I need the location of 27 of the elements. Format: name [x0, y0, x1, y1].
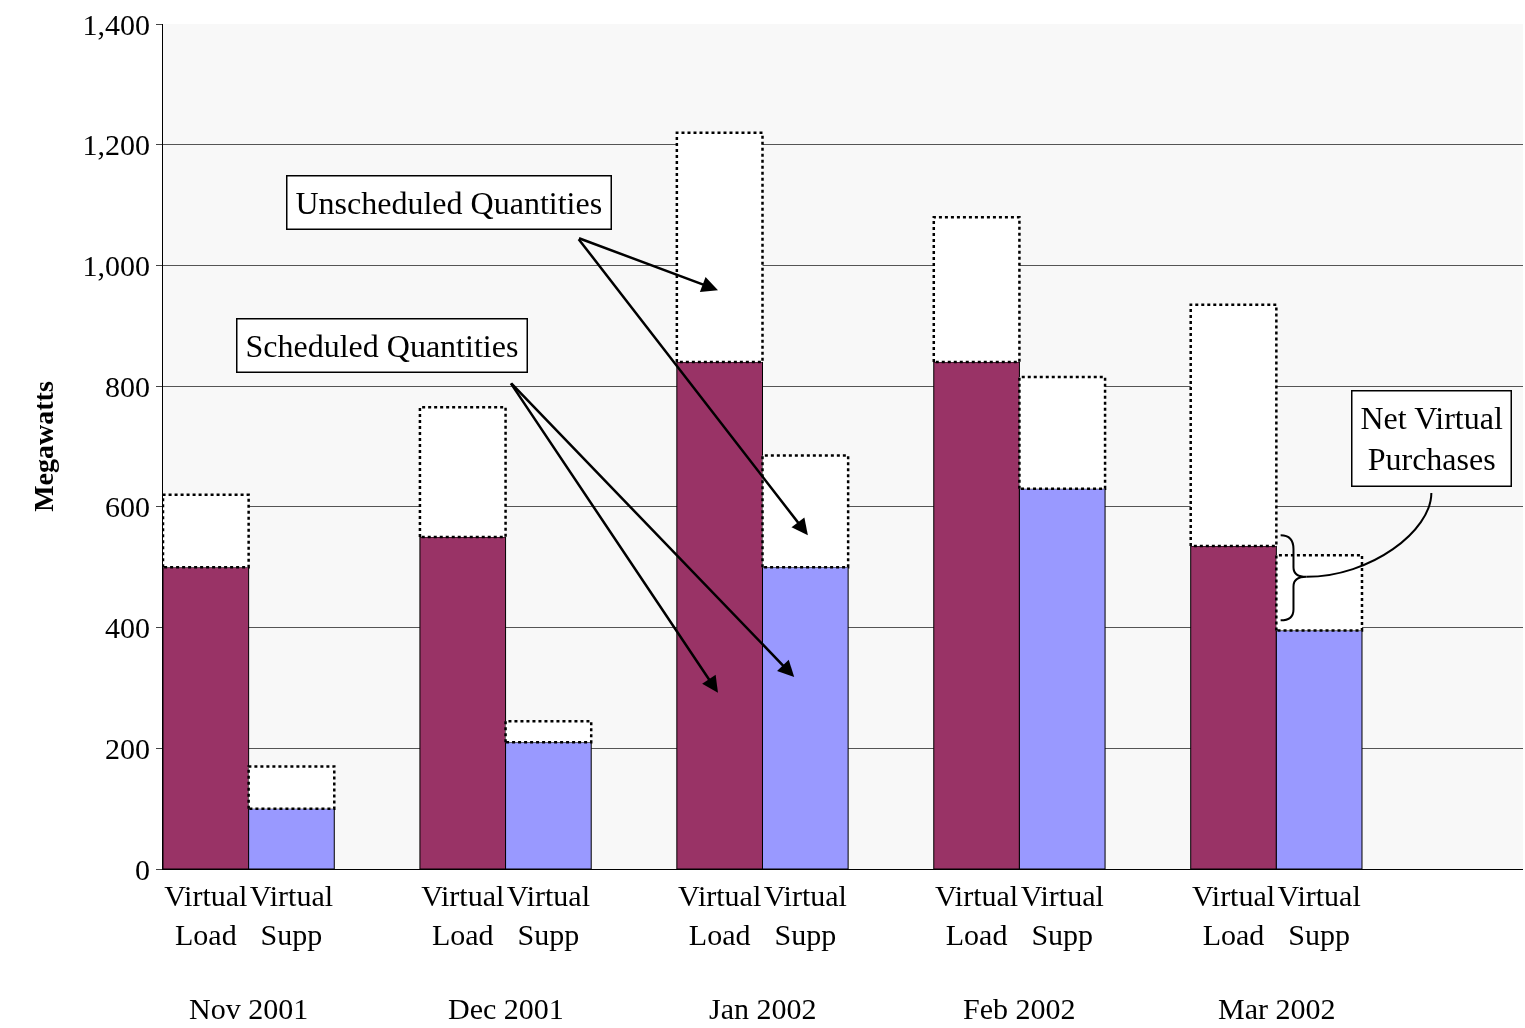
y-tick-label: 1,000	[82, 248, 150, 282]
y-tick-label: 800	[105, 369, 150, 403]
x-tick-label: Virtual Load	[935, 879, 1019, 951]
annotation: Net Virtual Purchases	[1360, 399, 1503, 478]
x-tick-label: Virtual Supp	[506, 879, 590, 951]
x-tick-label: Virtual Supp	[763, 879, 847, 951]
x-tick-label: Virtual Supp	[1020, 879, 1104, 951]
x-tick-label: Virtual Supp	[1277, 879, 1361, 951]
y-tick-label: 400	[105, 611, 150, 645]
text: Mar 2002	[1218, 992, 1336, 1025]
x-tick-label: Virtual Load	[164, 879, 248, 951]
text: Dec 2001	[448, 992, 564, 1025]
text: Unscheduled Quantities	[295, 184, 603, 221]
text: Scheduled Quantities	[245, 327, 519, 364]
text: Nov 2001	[189, 992, 309, 1025]
x-tick-label: Virtual Load	[1191, 879, 1276, 951]
y-tick-label: 200	[105, 731, 150, 765]
y-tick-label: 1,200	[82, 128, 150, 162]
text: Feb 2002	[963, 992, 1076, 1025]
x-tick-label: Virtual Load	[678, 879, 762, 951]
text: Jan 2002	[709, 992, 817, 1025]
y-tick-label: 0	[135, 852, 150, 886]
x-tick-label: Virtual Supp	[249, 879, 334, 951]
y-tick-label: 1,400	[82, 7, 150, 41]
x-tick-label: Virtual Load	[421, 879, 505, 951]
y-axis-title: Megawatts	[28, 381, 60, 512]
y-tick-label: 600	[105, 490, 150, 524]
